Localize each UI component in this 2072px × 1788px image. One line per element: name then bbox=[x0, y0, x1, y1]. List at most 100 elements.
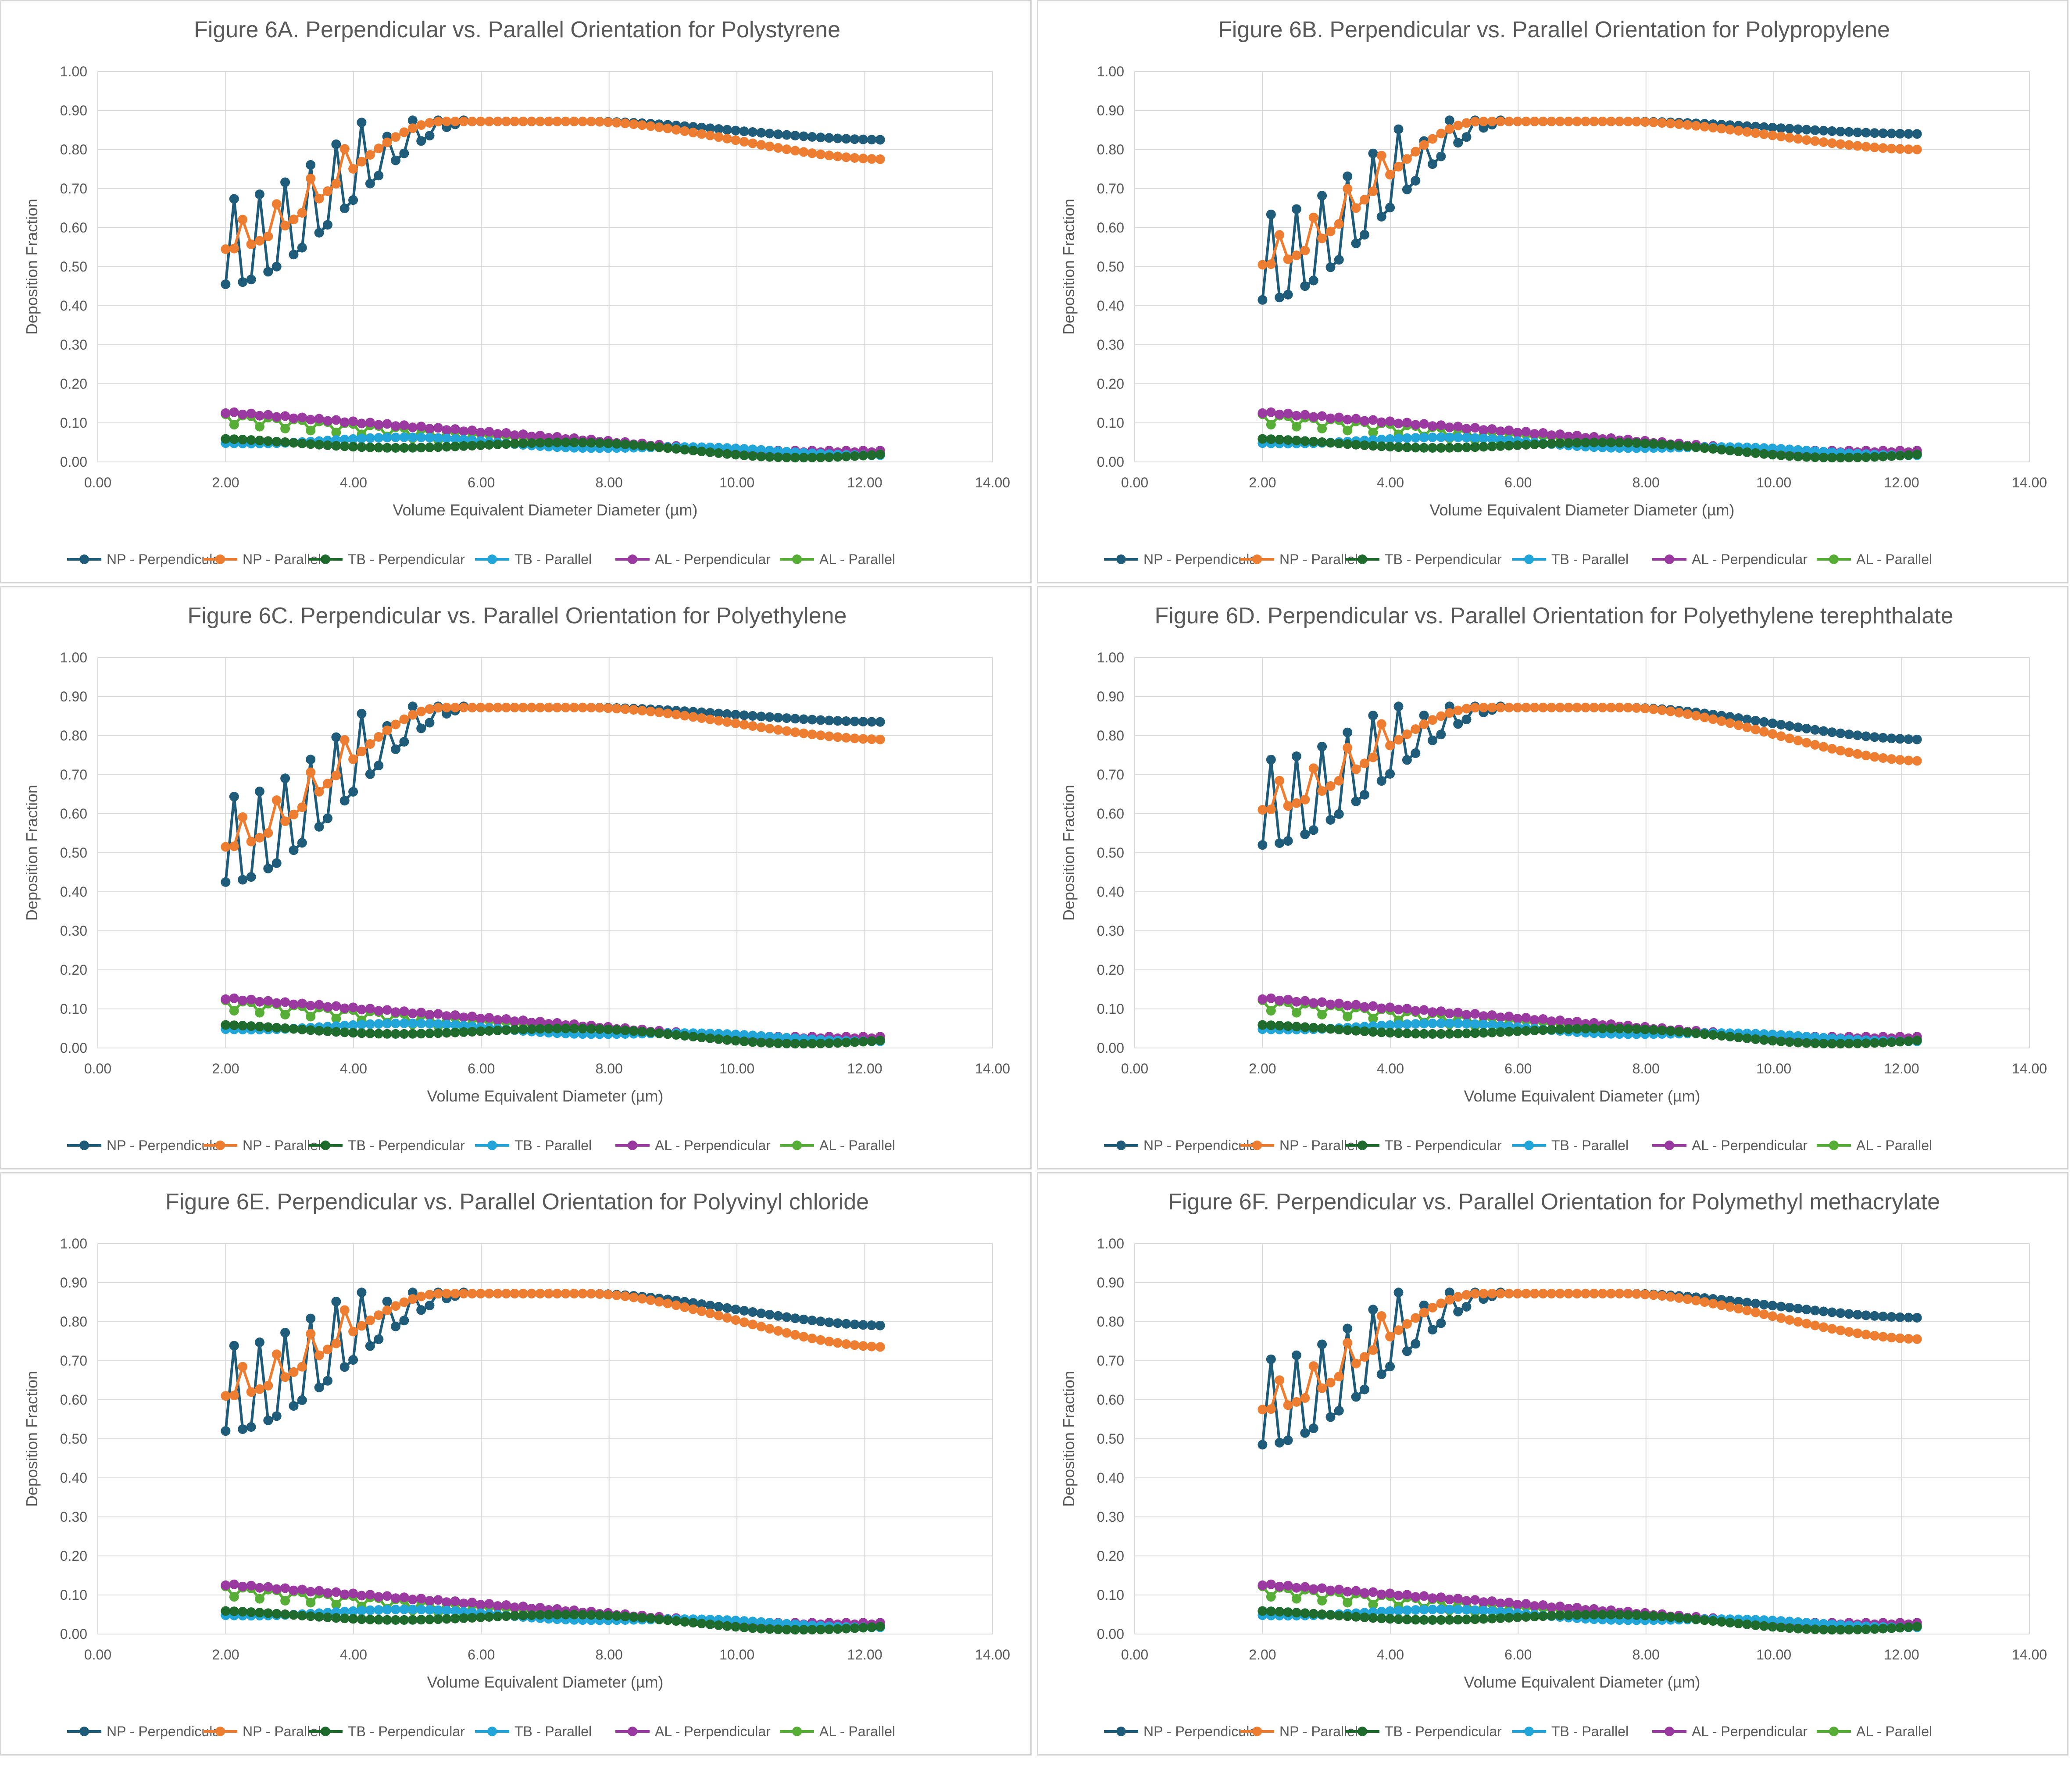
data-point bbox=[442, 1597, 452, 1607]
data-point bbox=[569, 1023, 579, 1033]
data-point bbox=[484, 1026, 494, 1036]
data-point bbox=[1308, 436, 1318, 447]
legend-marker bbox=[1665, 1727, 1674, 1736]
data-point bbox=[501, 1014, 511, 1024]
data-point bbox=[1836, 1325, 1846, 1335]
data-point bbox=[867, 450, 877, 460]
data-point bbox=[816, 1316, 825, 1327]
data-point bbox=[306, 1598, 316, 1608]
data-point bbox=[1487, 1596, 1497, 1606]
data-point bbox=[1844, 127, 1854, 137]
y-axis-label: Deposition Fraction bbox=[1060, 1371, 1078, 1507]
data-point bbox=[1291, 422, 1301, 432]
x-tick-label: 6.00 bbox=[468, 1647, 495, 1663]
x-tick-label: 2.00 bbox=[1249, 1647, 1276, 1663]
data-point bbox=[552, 116, 562, 126]
data-point bbox=[1428, 443, 1437, 453]
data-point bbox=[374, 143, 384, 154]
data-point bbox=[1444, 1605, 1454, 1614]
data-point bbox=[841, 1319, 851, 1329]
data-point bbox=[1912, 129, 1922, 139]
series-line bbox=[1261, 119, 1917, 300]
data-point bbox=[663, 1029, 673, 1039]
data-point bbox=[399, 1316, 409, 1326]
data-point bbox=[407, 710, 418, 720]
data-point bbox=[1257, 1440, 1268, 1450]
data-point bbox=[1343, 1611, 1353, 1621]
legend-marker bbox=[1358, 1141, 1367, 1150]
data-point bbox=[1436, 1592, 1446, 1602]
data-point bbox=[1461, 1019, 1472, 1029]
legend-label: AL - Parallel bbox=[1856, 1724, 1932, 1739]
data-point bbox=[799, 714, 809, 724]
data-point bbox=[1453, 1019, 1463, 1029]
data-point bbox=[1733, 1304, 1743, 1314]
data-point bbox=[603, 1610, 613, 1620]
data-point bbox=[1283, 254, 1293, 265]
data-point bbox=[1801, 125, 1811, 135]
data-point bbox=[1691, 1295, 1701, 1305]
data-point bbox=[238, 995, 248, 1005]
data-point bbox=[1453, 705, 1463, 715]
data-point bbox=[1343, 1012, 1353, 1022]
data-point bbox=[1632, 1024, 1642, 1034]
data-point bbox=[1496, 1012, 1506, 1023]
data-point bbox=[1334, 998, 1344, 1008]
data-point bbox=[1419, 1615, 1429, 1625]
data-point bbox=[1793, 1304, 1803, 1313]
data-point bbox=[1351, 1359, 1361, 1369]
y-tick-label: 0.60 bbox=[60, 1392, 87, 1408]
data-point bbox=[654, 1614, 664, 1624]
data-point bbox=[1428, 1605, 1437, 1615]
data-point bbox=[654, 1028, 664, 1038]
data-point bbox=[1393, 418, 1404, 429]
data-point bbox=[722, 134, 732, 143]
data-point bbox=[1750, 725, 1761, 734]
chart-svg: Figure 6F. Perpendicular vs. Parallel Or… bbox=[1060, 1189, 2047, 1739]
data-point bbox=[1317, 424, 1327, 433]
data-point bbox=[1436, 1318, 1446, 1328]
data-point bbox=[1351, 1000, 1361, 1010]
data-point bbox=[1589, 1023, 1599, 1033]
data-point bbox=[254, 236, 264, 246]
data-point bbox=[297, 1024, 307, 1034]
data-point bbox=[407, 1008, 418, 1019]
chart-panel: Figure 6E. Perpendicular vs. Parallel Or… bbox=[0, 1172, 1032, 1756]
data-point bbox=[1606, 116, 1616, 126]
data-point bbox=[1768, 1622, 1778, 1632]
data-point bbox=[297, 838, 307, 848]
data-point bbox=[739, 137, 749, 147]
data-point bbox=[365, 1605, 375, 1615]
y-tick-label: 0.30 bbox=[60, 337, 87, 353]
data-point bbox=[1547, 1611, 1557, 1621]
data-point bbox=[875, 1035, 885, 1045]
data-point bbox=[399, 1018, 409, 1028]
data-point bbox=[1470, 1605, 1480, 1615]
data-point bbox=[1691, 711, 1701, 721]
data-point bbox=[238, 215, 248, 225]
data-point bbox=[1512, 702, 1522, 712]
data-point bbox=[688, 446, 698, 456]
data-point bbox=[1411, 176, 1421, 186]
data-point bbox=[1836, 728, 1846, 738]
data-point bbox=[1496, 1613, 1506, 1623]
data-point bbox=[527, 116, 537, 126]
data-point bbox=[1368, 148, 1378, 158]
data-point bbox=[1402, 1004, 1412, 1014]
data-point bbox=[339, 417, 350, 427]
data-point bbox=[1640, 704, 1650, 714]
data-point bbox=[1487, 424, 1497, 434]
legend-label: AL - Perpendicular bbox=[1692, 1137, 1808, 1153]
data-point bbox=[1325, 1412, 1336, 1422]
data-point bbox=[246, 408, 256, 418]
data-point bbox=[221, 1580, 231, 1590]
data-point bbox=[1419, 1605, 1429, 1615]
data-point bbox=[1912, 734, 1922, 744]
data-point bbox=[365, 442, 375, 452]
data-point bbox=[1742, 447, 1752, 457]
data-point bbox=[1444, 1295, 1454, 1305]
data-point bbox=[306, 439, 316, 449]
data-point bbox=[1529, 429, 1540, 439]
data-point bbox=[1683, 1613, 1693, 1624]
data-point bbox=[493, 429, 503, 439]
